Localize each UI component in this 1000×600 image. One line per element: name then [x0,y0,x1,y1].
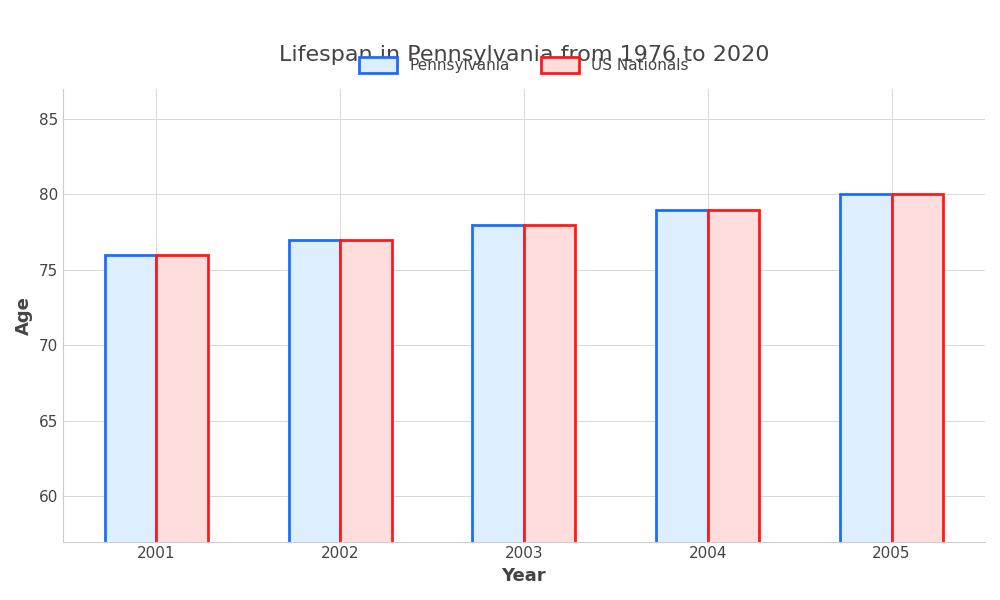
Bar [289,240,340,600]
Bar [840,194,892,600]
Bar [524,224,575,600]
Bar [472,224,524,600]
Bar [892,194,943,600]
Title: Lifespan in Pennsylvania from 1976 to 2020: Lifespan in Pennsylvania from 1976 to 20… [279,45,769,65]
Bar [105,255,156,600]
X-axis label: Year: Year [502,567,546,585]
Y-axis label: Age: Age [15,296,33,335]
Legend: Pennsylvania, US Nationals: Pennsylvania, US Nationals [353,51,695,79]
Bar [340,240,392,600]
Bar [156,255,208,600]
Bar [656,209,708,600]
Bar [708,209,759,600]
